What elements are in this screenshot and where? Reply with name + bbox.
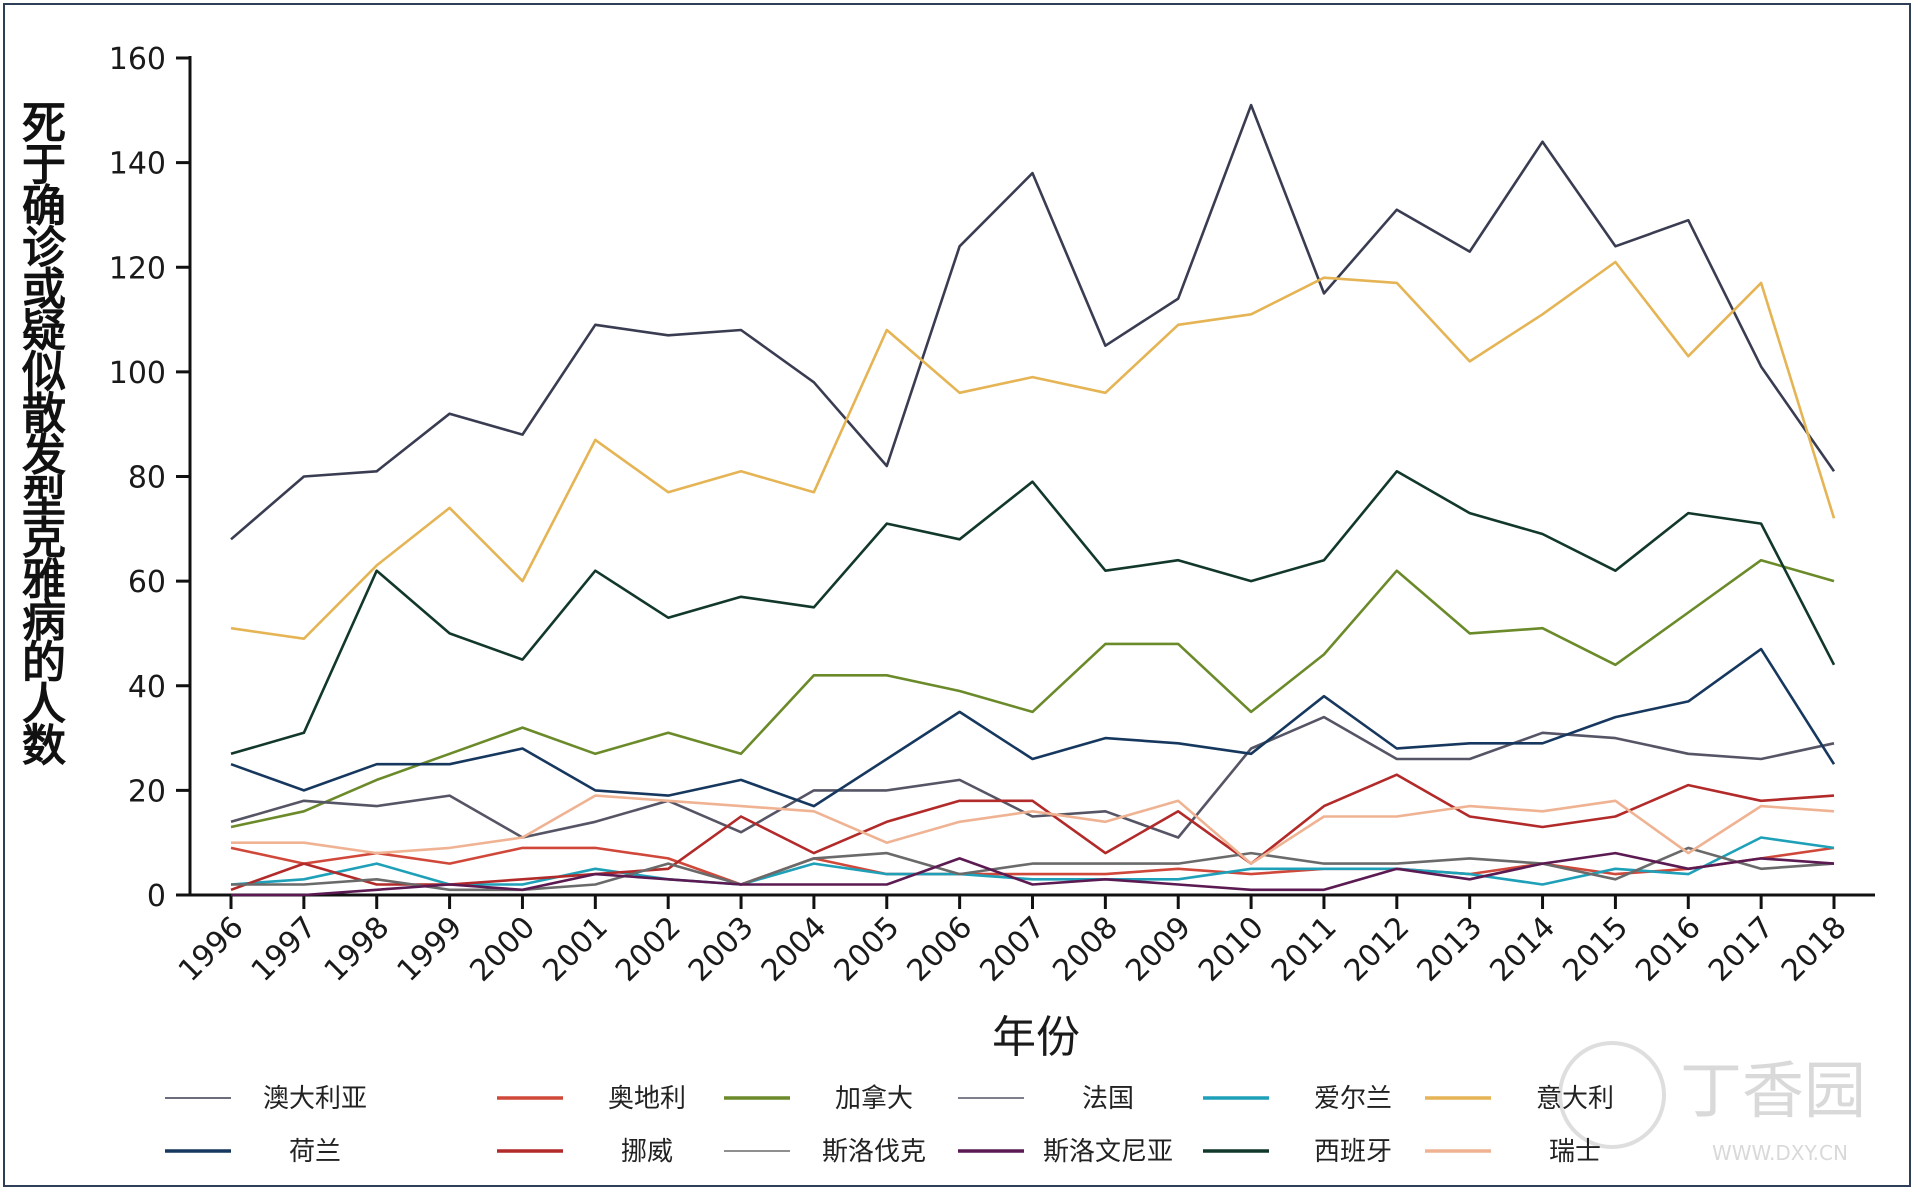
y-axis-label-char: 人 (22, 679, 66, 730)
y-tick-label: 120 (109, 251, 166, 286)
y-tick-label: 140 (109, 147, 166, 182)
legend-label: 意大利 (1536, 1084, 1614, 1114)
y-axis-label-char: 数 (22, 721, 66, 772)
chart-frame (3, 3, 1911, 1187)
watermark-url: WWW.DXY.CN (1712, 1141, 1848, 1165)
y-tick-label: 100 (109, 356, 166, 391)
watermark-logo-icon (1558, 1041, 1666, 1149)
y-axis-label-char: 散 (22, 389, 66, 440)
legend-label: 法国 (1082, 1084, 1134, 1114)
y-axis-label-char: 发 (22, 430, 66, 481)
y-axis-label-char: 雅 (22, 555, 66, 606)
x-tick-label: 2005 (828, 910, 907, 989)
y-axis-label-char: 疑 (22, 306, 66, 357)
x-tick-label: 2017 (1702, 910, 1781, 989)
y-tick-label: 160 (109, 42, 166, 77)
y-tick-label: 40 (128, 670, 166, 705)
x-tick-label: 2018 (1775, 910, 1854, 989)
y-axis-label-char: 克 (22, 513, 66, 564)
legend-label: 澳大利亚 (263, 1084, 367, 1114)
y-axis-label-char: 型 (22, 472, 66, 523)
x-tick-label: 2012 (1338, 910, 1417, 989)
x-tick-label: 2011 (1265, 910, 1344, 989)
y-axis-label-char: 病 (22, 596, 66, 647)
x-axis-label: 年份 (992, 1012, 1080, 1063)
series-line-5 (230, 836, 1835, 886)
x-tick-label: 2006 (901, 910, 980, 989)
x-tick-label: 2002 (609, 910, 688, 989)
series-line-2 (230, 846, 1835, 886)
x-tick-label: 2016 (1629, 910, 1708, 989)
x-tick-label: 2001 (536, 910, 615, 989)
series-line-8 (230, 773, 1835, 892)
y-axis-label-char: 于 (22, 140, 66, 191)
y-tick-label: 20 (128, 774, 166, 809)
legend-label: 挪威 (621, 1137, 673, 1167)
x-tick-label: 2010 (1192, 910, 1271, 989)
y-axis-label-char: 的 (22, 638, 66, 689)
x-tick-label: 2013 (1411, 910, 1490, 989)
x-tick-label: 2008 (1046, 910, 1125, 989)
y-tick-label: 80 (128, 461, 166, 496)
y-axis-label-char: 确 (22, 181, 66, 232)
legend-label: 奥地利 (608, 1084, 686, 1114)
x-tick-label: 2003 (682, 910, 761, 989)
legend-label: 爱尔兰 (1314, 1084, 1392, 1114)
y-tick-label: 0 (147, 879, 166, 914)
y-axis-label-char: 诊 (22, 223, 67, 274)
y-axis-label-char: 死 (22, 98, 66, 149)
series-line-3 (230, 558, 1835, 829)
series-line-9 (231, 846, 1835, 892)
legend-label: 加拿大 (835, 1084, 913, 1114)
x-tick-label: 2015 (1556, 910, 1635, 989)
series-line-10 (231, 851, 1835, 897)
series-line-7 (230, 647, 1836, 808)
x-tick-label: 2007 (973, 910, 1052, 989)
x-tick-label: 2004 (755, 910, 834, 989)
y-axis-label-char: 似 (21, 347, 66, 398)
y-axis-label-char: 或 (22, 264, 66, 315)
legend-label: 西班牙 (1314, 1137, 1392, 1167)
legend-label: 荷兰 (289, 1137, 341, 1167)
x-tick-label: 2009 (1119, 910, 1198, 989)
legend-label: 瑞士 (1549, 1137, 1601, 1167)
legend-label: 斯洛伐克 (822, 1137, 926, 1167)
watermark-text: 丁香园 (1680, 1054, 1866, 1127)
series-line-11 (230, 469, 1836, 756)
x-tick-label: 1997 (245, 910, 324, 989)
y-tick-label: 60 (128, 565, 166, 600)
series-layer (230, 103, 1836, 897)
series-line-6 (230, 260, 1836, 641)
x-tick-label: 2014 (1483, 910, 1562, 989)
watermark: 丁香园 WWW.DXY.CN (1558, 1041, 1866, 1165)
x-tick-label: 1996 (172, 910, 251, 989)
series-line-12 (231, 794, 1835, 865)
x-tick-label: 1999 (391, 910, 470, 989)
x-tick-label: 2000 (463, 910, 542, 989)
legend-label: 斯洛文尼亚 (1043, 1137, 1173, 1167)
series-line-1 (230, 103, 1836, 541)
x-tick-label: 1998 (318, 910, 397, 989)
